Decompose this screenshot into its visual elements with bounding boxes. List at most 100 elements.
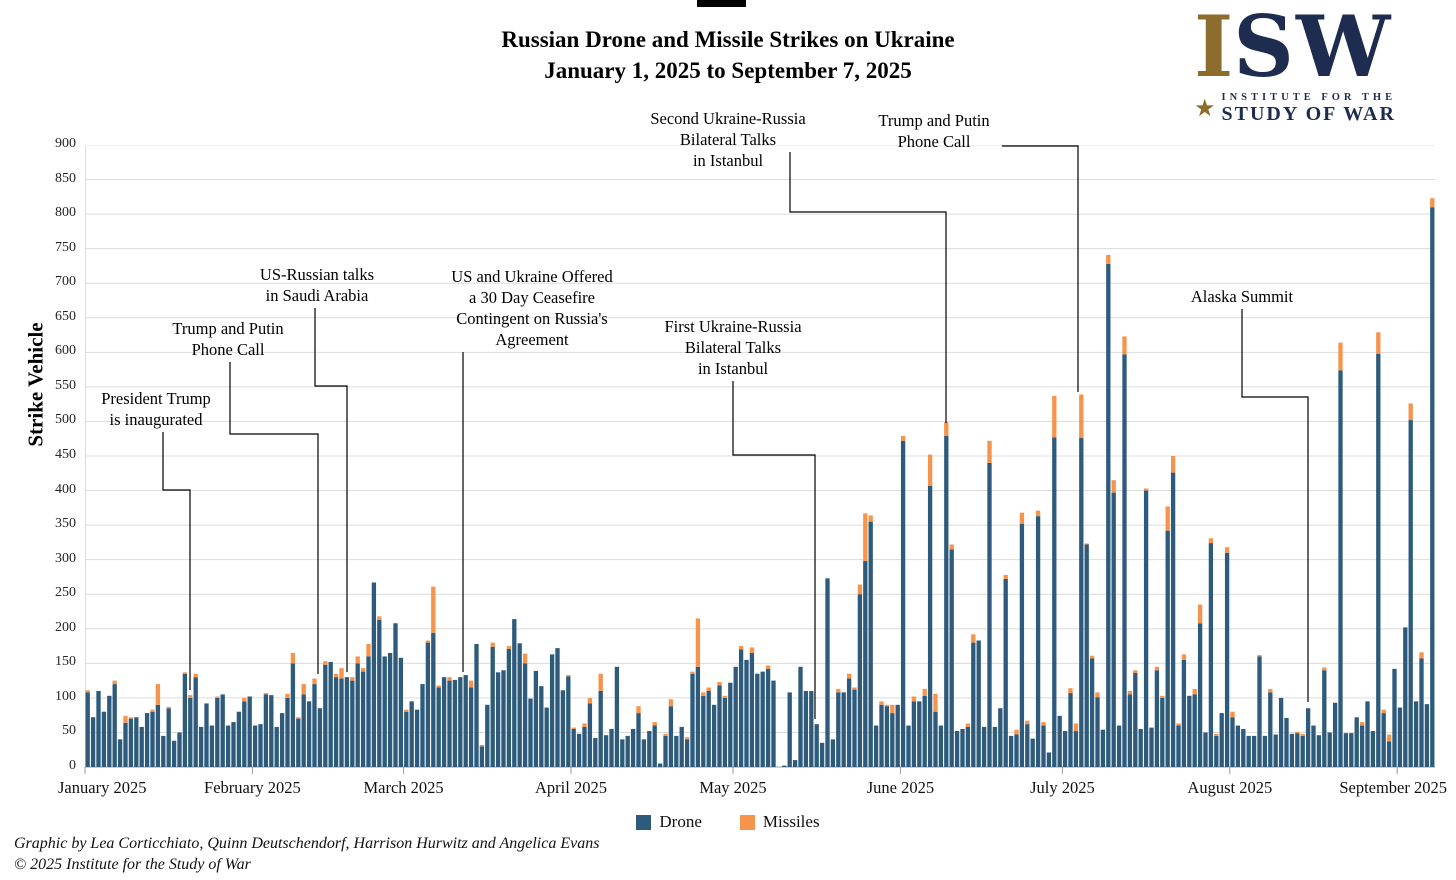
chart-title: Russian Drone and Missile Strikes on Ukr… xyxy=(0,24,1456,86)
missile-bar xyxy=(360,668,366,672)
drone-bar xyxy=(247,696,252,767)
missile-bar xyxy=(522,653,528,664)
drone-bar xyxy=(1311,725,1316,767)
drone-bar xyxy=(490,646,495,767)
missile-bar xyxy=(1197,604,1203,624)
missile-bar xyxy=(296,717,301,719)
drone-bar xyxy=(566,676,571,767)
drone-bar xyxy=(107,695,112,767)
drone-bar xyxy=(771,680,776,767)
drone-bar xyxy=(965,726,971,767)
drone-bar xyxy=(479,746,485,767)
drone-bar xyxy=(711,704,717,767)
legend-item-drone: Drone xyxy=(636,812,702,832)
drone-bar xyxy=(1381,713,1386,767)
missile-bar xyxy=(1376,332,1381,354)
drone-bar xyxy=(150,711,155,767)
drone-bar xyxy=(873,725,879,767)
drone-bar xyxy=(485,704,490,767)
drone-bar xyxy=(1084,544,1089,767)
missile-bar xyxy=(193,673,198,678)
drone-bar xyxy=(404,711,409,767)
drone-bar xyxy=(1057,715,1062,767)
drone-bar xyxy=(560,690,566,767)
missile-bar xyxy=(911,696,917,702)
missile-bar xyxy=(1014,729,1019,735)
drone-bar xyxy=(323,664,328,767)
missile-bar xyxy=(738,646,744,650)
drone-bar xyxy=(344,677,350,767)
x-label-month-3: April 2025 xyxy=(535,778,607,797)
drone-bar xyxy=(1413,701,1419,767)
missile-bar xyxy=(1300,733,1305,736)
x-label-month-0: January 2025 xyxy=(58,778,147,797)
drone-bar xyxy=(360,671,366,767)
x-label-month-2: March 2025 xyxy=(363,778,444,797)
drone-bar xyxy=(452,679,458,767)
drone-bar xyxy=(792,760,798,767)
drone-bar xyxy=(1062,731,1068,767)
missile-bar xyxy=(1003,574,1008,580)
annotation-5: Second Ukraine-Russia Bilateral Talks in… xyxy=(650,109,806,170)
missile-bar xyxy=(1381,709,1386,714)
drone-bar xyxy=(1403,627,1408,767)
drone-bar xyxy=(1273,734,1278,767)
drone-bar xyxy=(998,708,1003,767)
missile-bar xyxy=(965,723,971,727)
drone-bar xyxy=(1025,724,1030,767)
missile-bar xyxy=(668,699,674,707)
drone-bar xyxy=(760,671,765,767)
drone-bar xyxy=(1251,735,1257,767)
drone-bar xyxy=(1386,741,1392,767)
drone-bar xyxy=(198,726,204,767)
drone-bar xyxy=(938,725,944,767)
drone-bar xyxy=(684,739,690,767)
missile-bar xyxy=(1025,720,1030,725)
drone-bar xyxy=(447,680,452,767)
missile-bar xyxy=(1095,692,1100,698)
y-tick-50: 50 xyxy=(62,723,76,739)
missile-bar xyxy=(155,684,161,705)
drone-bar xyxy=(1376,353,1381,767)
drone-bar xyxy=(1068,693,1073,767)
drone-bar xyxy=(544,707,549,767)
drone-bar xyxy=(1316,735,1322,767)
drone-bar xyxy=(954,731,960,767)
y-tick-150: 150 xyxy=(55,654,76,670)
drone-bar xyxy=(182,673,188,767)
drone-bar xyxy=(1111,492,1116,767)
drone-bar xyxy=(495,672,501,767)
missile-bar xyxy=(182,672,188,674)
missile-bar xyxy=(1089,655,1095,659)
drone-bar xyxy=(355,663,360,767)
missile-bar xyxy=(312,678,317,685)
missile-bar xyxy=(242,697,247,702)
drone-bar xyxy=(1246,735,1251,767)
missile-bar xyxy=(350,677,355,681)
drone-bar xyxy=(204,703,209,767)
drone-bar xyxy=(641,739,647,767)
missile-bar xyxy=(1322,667,1327,671)
y-tick-850: 850 xyxy=(55,170,76,186)
drone-bar xyxy=(728,682,733,767)
drone-bar xyxy=(1338,370,1343,767)
drone-bar xyxy=(636,713,641,767)
missile-bar xyxy=(765,665,771,669)
drone-bar xyxy=(722,697,728,767)
missile-bar xyxy=(1419,652,1424,659)
missile-bar xyxy=(1295,731,1300,734)
drone-bar xyxy=(798,666,803,767)
missile-bar xyxy=(890,704,895,714)
drone-bar xyxy=(603,735,609,767)
drone-bar xyxy=(123,722,128,767)
missile-bar xyxy=(1268,688,1273,693)
drone-bar xyxy=(533,670,539,767)
y-tick-100: 100 xyxy=(55,688,76,704)
missile-bar xyxy=(944,422,949,436)
drone-bar xyxy=(1176,725,1181,767)
drone-bar xyxy=(301,694,306,767)
missile-bar xyxy=(933,693,938,712)
star-icon: ★ xyxy=(1194,96,1216,122)
drone-bar xyxy=(1397,707,1403,767)
drone-bar xyxy=(1052,437,1057,767)
